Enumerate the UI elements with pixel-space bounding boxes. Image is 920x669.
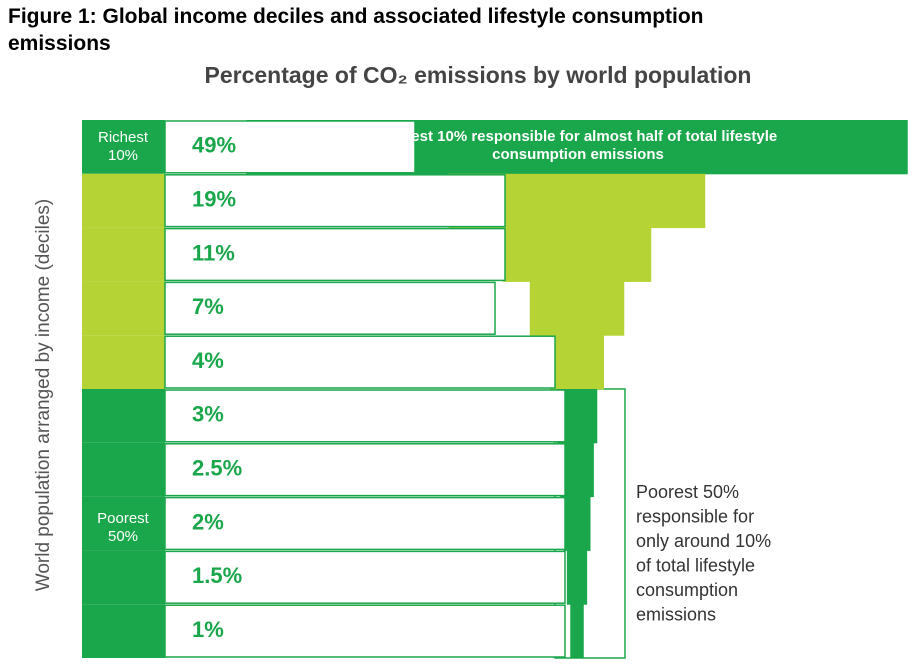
decile-box <box>164 227 506 282</box>
value-label: 19% <box>192 187 236 212</box>
group-label: 50% <box>108 528 138 545</box>
figure-title: Figure 1: Global income deciles and asso… <box>8 5 704 55</box>
funnel-band <box>502 227 652 282</box>
decile-swatch <box>82 173 165 228</box>
funnel-band <box>529 281 625 336</box>
group-label: Richest <box>98 129 149 146</box>
decile-box <box>164 174 506 228</box>
annotation: responsible for <box>636 506 754 526</box>
decile-swatch <box>82 389 165 443</box>
decile-swatch <box>82 227 165 282</box>
annotation: emissions <box>636 604 716 624</box>
value-label: 11% <box>192 240 235 265</box>
chart-title: Percentage of CO₂ emissions by world pop… <box>205 62 752 88</box>
value-label: 2.5% <box>192 456 242 481</box>
funnel-band <box>566 550 588 605</box>
decile-swatch <box>82 550 165 605</box>
decile-box <box>164 550 566 604</box>
value-label: 1% <box>192 617 224 642</box>
decile-box <box>164 281 496 335</box>
decile-swatch <box>82 496 165 551</box>
decile-box <box>164 496 566 551</box>
decile-box <box>164 389 566 443</box>
annotation: Richest 10% responsible for almost half … <box>379 128 777 145</box>
annotation: consumption emissions <box>492 146 664 163</box>
decile-box <box>164 443 566 497</box>
decile-box <box>164 335 556 389</box>
annotation: consumption <box>636 580 738 600</box>
decile-swatch <box>82 604 165 658</box>
group-label: 10% <box>108 147 138 164</box>
value-label: 1.5% <box>192 563 242 588</box>
value-label: 49% <box>192 133 236 158</box>
decile-swatch <box>82 120 165 174</box>
value-label: 3% <box>192 402 224 427</box>
value-label: 2% <box>192 509 224 534</box>
decile-swatch <box>82 335 165 389</box>
annotation: Poorest 50% <box>636 482 739 502</box>
funnel-band <box>570 604 584 659</box>
annotation: only around 10% <box>636 531 771 551</box>
value-label: 7% <box>192 294 224 319</box>
y-axis-label: World population arranged by income (dec… <box>33 199 54 592</box>
decile-box <box>164 120 416 174</box>
annotation: of total lifestyle <box>636 555 755 575</box>
group-label: Poorest <box>97 510 150 527</box>
decile-swatch <box>82 442 165 497</box>
funnel-band <box>550 335 604 390</box>
decile-box <box>164 604 566 658</box>
decile-swatch <box>82 281 165 336</box>
value-label: 4% <box>192 348 224 373</box>
funnel-band <box>563 496 591 551</box>
